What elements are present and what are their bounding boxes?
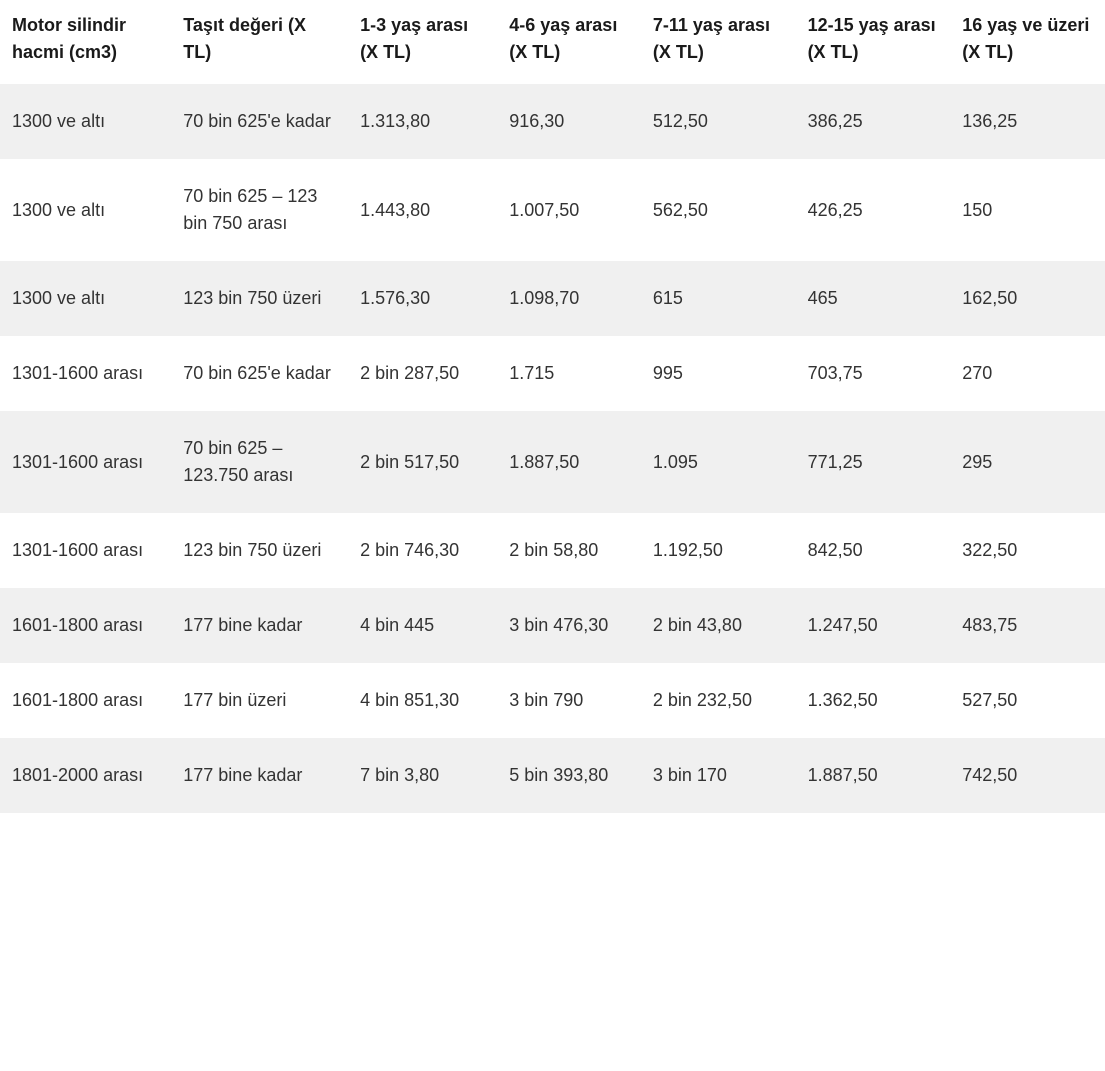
cell-age-16-plus: 295	[950, 411, 1105, 513]
table-row: 1301-1600 arası 70 bin 625'e kadar 2 bin…	[0, 336, 1105, 411]
cell-value: 177 bine kadar	[171, 738, 348, 813]
vehicle-tax-table: Motor silindir hacmi (cm3) Taşıt değeri …	[0, 0, 1105, 813]
table-row: 1601-1800 arası 177 bin üzeri 4 bin 851,…	[0, 663, 1105, 738]
cell-engine: 1301-1600 arası	[0, 411, 171, 513]
cell-age-12-15: 771,25	[796, 411, 951, 513]
cell-age-7-11: 562,50	[641, 159, 796, 261]
cell-engine: 1801-2000 arası	[0, 738, 171, 813]
cell-age-12-15: 1.887,50	[796, 738, 951, 813]
cell-age-12-15: 1.247,50	[796, 588, 951, 663]
cell-value: 70 bin 625'e kadar	[171, 336, 348, 411]
cell-value: 123 bin 750 üzeri	[171, 513, 348, 588]
cell-age-12-15: 386,25	[796, 84, 951, 159]
column-header: 4-6 yaş arası (X TL)	[497, 0, 641, 84]
cell-age-1-3: 2 bin 287,50	[348, 336, 497, 411]
cell-engine: 1300 ve altı	[0, 84, 171, 159]
cell-value: 177 bin üzeri	[171, 663, 348, 738]
cell-age-16-plus: 136,25	[950, 84, 1105, 159]
cell-age-7-11: 512,50	[641, 84, 796, 159]
table-row: 1300 ve altı 123 bin 750 üzeri 1.576,30 …	[0, 261, 1105, 336]
tax-table-container: Motor silindir hacmi (cm3) Taşıt değeri …	[0, 0, 1105, 813]
column-header: 16 yaş ve üzeri (X TL)	[950, 0, 1105, 84]
cell-age-12-15: 703,75	[796, 336, 951, 411]
header-row: Motor silindir hacmi (cm3) Taşıt değeri …	[0, 0, 1105, 84]
cell-age-4-6: 1.887,50	[497, 411, 641, 513]
cell-engine: 1301-1600 arası	[0, 336, 171, 411]
cell-age-1-3: 1.443,80	[348, 159, 497, 261]
cell-age-12-15: 842,50	[796, 513, 951, 588]
cell-age-7-11: 2 bin 232,50	[641, 663, 796, 738]
cell-age-4-6: 1.715	[497, 336, 641, 411]
cell-age-7-11: 2 bin 43,80	[641, 588, 796, 663]
cell-age-12-15: 465	[796, 261, 951, 336]
cell-age-4-6: 5 bin 393,80	[497, 738, 641, 813]
table-body: 1300 ve altı 70 bin 625'e kadar 1.313,80…	[0, 84, 1105, 813]
table-row: 1301-1600 arası 123 bin 750 üzeri 2 bin …	[0, 513, 1105, 588]
table-header: Motor silindir hacmi (cm3) Taşıt değeri …	[0, 0, 1105, 84]
cell-age-1-3: 4 bin 851,30	[348, 663, 497, 738]
cell-age-4-6: 916,30	[497, 84, 641, 159]
cell-age-16-plus: 270	[950, 336, 1105, 411]
cell-engine: 1601-1800 arası	[0, 663, 171, 738]
cell-value: 123 bin 750 üzeri	[171, 261, 348, 336]
cell-value: 70 bin 625'e kadar	[171, 84, 348, 159]
column-header: Motor silindir hacmi (cm3)	[0, 0, 171, 84]
cell-age-4-6: 3 bin 476,30	[497, 588, 641, 663]
cell-age-12-15: 426,25	[796, 159, 951, 261]
cell-age-1-3: 2 bin 517,50	[348, 411, 497, 513]
cell-value: 177 bine kadar	[171, 588, 348, 663]
cell-age-1-3: 1.576,30	[348, 261, 497, 336]
cell-age-1-3: 1.313,80	[348, 84, 497, 159]
column-header: 12-15 yaş arası (X TL)	[796, 0, 951, 84]
cell-age-16-plus: 483,75	[950, 588, 1105, 663]
cell-age-1-3: 2 bin 746,30	[348, 513, 497, 588]
cell-age-1-3: 4 bin 445	[348, 588, 497, 663]
cell-engine: 1300 ve altı	[0, 159, 171, 261]
cell-age-12-15: 1.362,50	[796, 663, 951, 738]
cell-age-1-3: 7 bin 3,80	[348, 738, 497, 813]
cell-age-16-plus: 162,50	[950, 261, 1105, 336]
cell-engine: 1601-1800 arası	[0, 588, 171, 663]
cell-age-7-11: 1.095	[641, 411, 796, 513]
cell-engine: 1301-1600 arası	[0, 513, 171, 588]
cell-age-7-11: 615	[641, 261, 796, 336]
cell-age-16-plus: 742,50	[950, 738, 1105, 813]
column-header: Taşıt değeri (X TL)	[171, 0, 348, 84]
cell-age-4-6: 1.098,70	[497, 261, 641, 336]
column-header: 7-11 yaş arası (X TL)	[641, 0, 796, 84]
table-row: 1801-2000 arası 177 bine kadar 7 bin 3,8…	[0, 738, 1105, 813]
cell-age-4-6: 3 bin 790	[497, 663, 641, 738]
cell-age-16-plus: 527,50	[950, 663, 1105, 738]
table-row: 1300 ve altı 70 bin 625'e kadar 1.313,80…	[0, 84, 1105, 159]
cell-age-4-6: 2 bin 58,80	[497, 513, 641, 588]
column-header: 1-3 yaş arası (X TL)	[348, 0, 497, 84]
table-row: 1601-1800 arası 177 bine kadar 4 bin 445…	[0, 588, 1105, 663]
cell-age-16-plus: 322,50	[950, 513, 1105, 588]
cell-age-4-6: 1.007,50	[497, 159, 641, 261]
cell-value: 70 bin 625 – 123 bin 750 arası	[171, 159, 348, 261]
cell-age-7-11: 995	[641, 336, 796, 411]
cell-age-7-11: 1.192,50	[641, 513, 796, 588]
table-row: 1300 ve altı 70 bin 625 – 123 bin 750 ar…	[0, 159, 1105, 261]
cell-value: 70 bin 625 – 123.750 arası	[171, 411, 348, 513]
cell-age-16-plus: 150	[950, 159, 1105, 261]
table-row: 1301-1600 arası 70 bin 625 – 123.750 ara…	[0, 411, 1105, 513]
cell-age-7-11: 3 bin 170	[641, 738, 796, 813]
cell-engine: 1300 ve altı	[0, 261, 171, 336]
